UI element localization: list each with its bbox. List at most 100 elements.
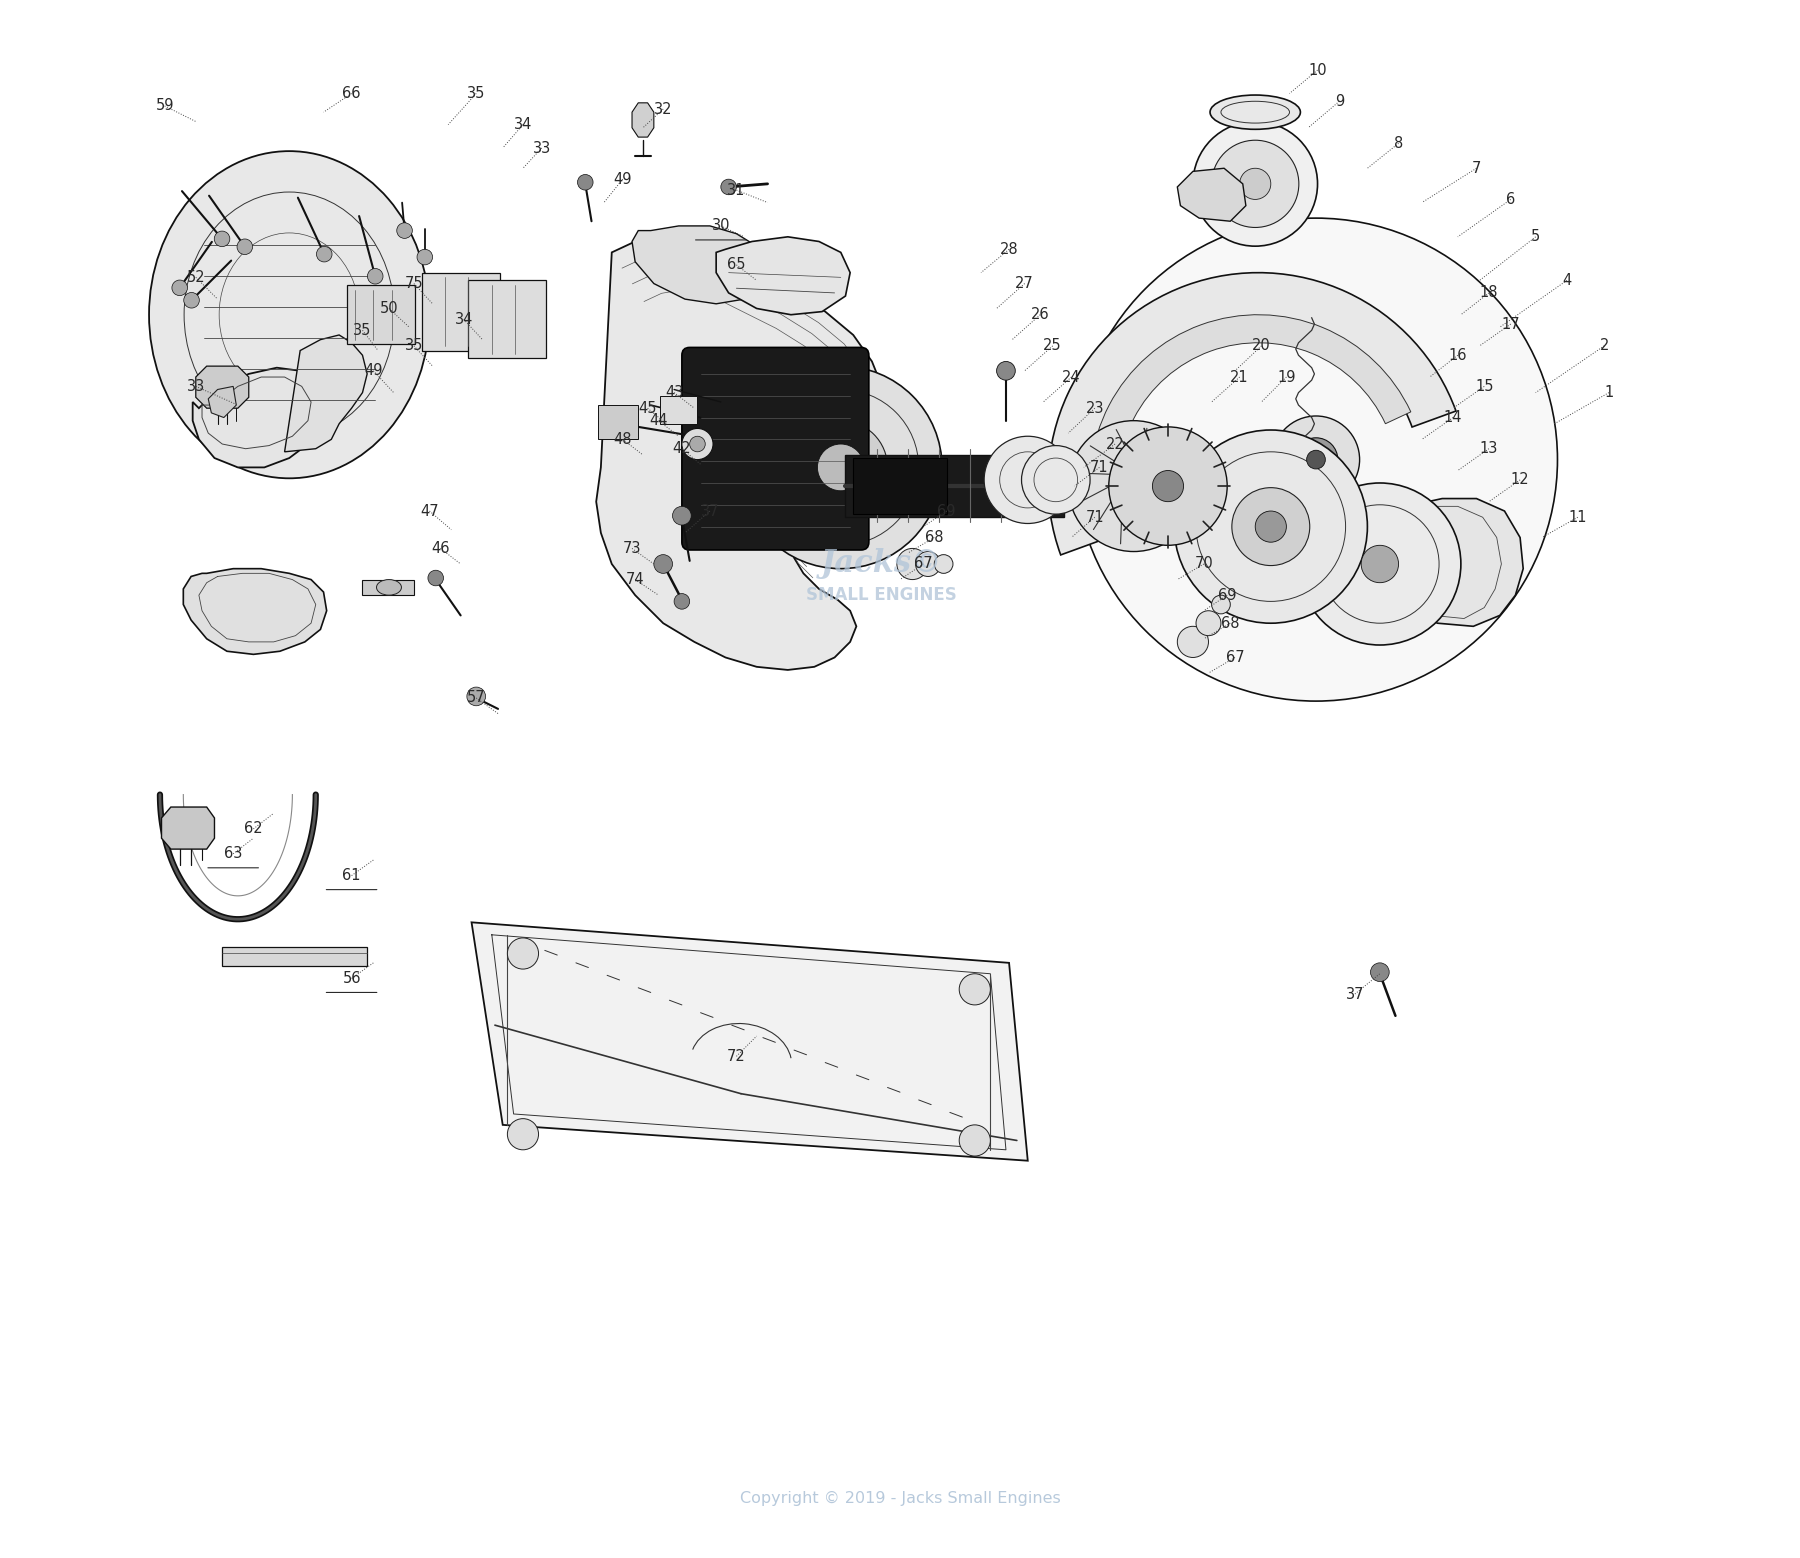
Circle shape <box>1193 122 1318 246</box>
Polygon shape <box>632 103 653 137</box>
Text: 73: 73 <box>623 541 641 556</box>
Circle shape <box>740 366 941 569</box>
Circle shape <box>508 1119 538 1150</box>
Text: 74: 74 <box>626 572 644 587</box>
Text: 67: 67 <box>914 556 932 572</box>
Text: 27: 27 <box>1015 276 1033 291</box>
Text: 23: 23 <box>1085 400 1103 416</box>
Text: 33: 33 <box>533 140 551 156</box>
Polygon shape <box>596 237 887 670</box>
Text: 50: 50 <box>380 301 398 316</box>
Circle shape <box>916 552 941 576</box>
Text: 35: 35 <box>353 323 371 338</box>
Text: 57: 57 <box>466 690 486 706</box>
Text: 32: 32 <box>653 101 673 117</box>
Circle shape <box>1152 471 1184 502</box>
Text: 70: 70 <box>1195 556 1213 572</box>
Text: 22: 22 <box>1105 436 1125 452</box>
Polygon shape <box>472 922 1028 1161</box>
Text: 20: 20 <box>1253 338 1271 354</box>
Text: 71: 71 <box>1091 460 1109 475</box>
Circle shape <box>396 223 412 238</box>
Text: 75: 75 <box>405 276 423 291</box>
Text: 34: 34 <box>513 117 533 132</box>
Circle shape <box>794 421 887 514</box>
Circle shape <box>1255 511 1287 542</box>
Text: 69: 69 <box>938 503 956 519</box>
Circle shape <box>1075 218 1557 701</box>
Circle shape <box>896 548 929 580</box>
Text: 71: 71 <box>1085 509 1103 525</box>
Text: 68: 68 <box>925 530 943 545</box>
FancyBboxPatch shape <box>347 285 416 344</box>
Circle shape <box>238 238 252 254</box>
Polygon shape <box>1177 168 1246 221</box>
Polygon shape <box>632 226 767 304</box>
Text: 1: 1 <box>1604 385 1613 400</box>
Text: 65: 65 <box>727 257 745 273</box>
Text: 35: 35 <box>466 86 486 101</box>
Text: 44: 44 <box>650 413 668 428</box>
Text: 25: 25 <box>1044 338 1062 354</box>
Polygon shape <box>209 386 236 418</box>
Circle shape <box>1307 450 1325 469</box>
Text: 43: 43 <box>664 385 684 400</box>
Polygon shape <box>196 366 248 408</box>
Text: 30: 30 <box>711 218 731 234</box>
Text: 47: 47 <box>419 503 439 519</box>
Polygon shape <box>193 368 324 467</box>
Circle shape <box>1240 168 1271 199</box>
Circle shape <box>689 436 706 452</box>
Circle shape <box>1294 438 1337 481</box>
Circle shape <box>367 268 383 284</box>
Text: 52: 52 <box>187 270 205 285</box>
Text: 59: 59 <box>155 98 175 114</box>
Circle shape <box>1114 467 1152 505</box>
Circle shape <box>173 280 187 296</box>
Text: 2: 2 <box>1600 338 1609 354</box>
Circle shape <box>1174 430 1368 623</box>
FancyBboxPatch shape <box>421 273 500 351</box>
Circle shape <box>1109 427 1228 545</box>
Circle shape <box>817 444 864 491</box>
Polygon shape <box>284 335 367 452</box>
Circle shape <box>1211 140 1300 227</box>
Polygon shape <box>184 569 326 654</box>
Ellipse shape <box>1210 95 1300 129</box>
Polygon shape <box>162 807 214 849</box>
Circle shape <box>466 687 486 706</box>
FancyBboxPatch shape <box>598 405 639 439</box>
Ellipse shape <box>149 151 430 478</box>
FancyBboxPatch shape <box>661 396 697 424</box>
Text: 26: 26 <box>1031 307 1049 323</box>
Circle shape <box>1195 611 1220 636</box>
Text: 18: 18 <box>1480 285 1498 301</box>
Circle shape <box>418 249 432 265</box>
Text: Jacks©: Jacks© <box>821 548 941 580</box>
Text: 10: 10 <box>1309 62 1327 78</box>
Text: 66: 66 <box>342 86 360 101</box>
Circle shape <box>682 428 713 460</box>
Circle shape <box>1361 545 1399 583</box>
Text: 37: 37 <box>700 503 720 519</box>
Circle shape <box>1231 488 1310 566</box>
Text: 8: 8 <box>1393 136 1404 151</box>
Text: 21: 21 <box>1231 369 1249 385</box>
Circle shape <box>1273 416 1359 503</box>
Circle shape <box>720 179 736 195</box>
Circle shape <box>934 555 952 573</box>
Text: 49: 49 <box>364 363 383 379</box>
Text: 49: 49 <box>614 171 632 187</box>
Text: 19: 19 <box>1278 369 1296 385</box>
Text: 63: 63 <box>223 846 243 862</box>
Text: 9: 9 <box>1336 93 1345 109</box>
Text: 37: 37 <box>1346 986 1364 1002</box>
Circle shape <box>673 594 689 609</box>
Circle shape <box>1067 421 1199 552</box>
Wedge shape <box>1048 273 1456 555</box>
Circle shape <box>653 555 673 573</box>
Text: 28: 28 <box>999 241 1019 257</box>
Circle shape <box>1211 595 1229 614</box>
Polygon shape <box>716 237 850 315</box>
Text: 4: 4 <box>1562 273 1571 288</box>
